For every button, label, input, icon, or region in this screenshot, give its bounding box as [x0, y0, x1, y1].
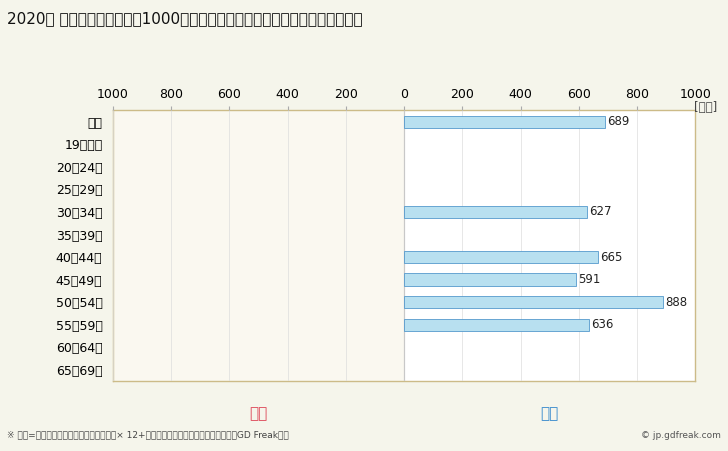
Bar: [404, 318, 589, 331]
Bar: [404, 273, 576, 286]
Text: 591: 591: [579, 273, 601, 286]
Text: 636: 636: [592, 318, 614, 331]
Text: 2020年 民間企業（従業者数1000人以上）フルタイム労働者の男女別平均年収: 2020年 民間企業（従業者数1000人以上）フルタイム労働者の男女別平均年収: [7, 11, 363, 26]
Text: 665: 665: [600, 251, 622, 263]
Text: 男性: 男性: [540, 406, 559, 421]
Bar: [404, 115, 605, 128]
Bar: [404, 296, 662, 308]
Bar: [404, 251, 598, 263]
Text: ※ 年収=「きまって支給する現金給与額」× 12+「年間賞与その他特別給与額」としてGD Freak推計: ※ 年収=「きまって支給する現金給与額」× 12+「年間賞与その他特別給与額」と…: [7, 431, 289, 440]
Text: 888: 888: [665, 296, 687, 308]
Text: 689: 689: [607, 115, 630, 128]
Text: 女性: 女性: [249, 406, 268, 421]
Text: 627: 627: [589, 206, 612, 218]
Text: © jp.gdfreak.com: © jp.gdfreak.com: [641, 431, 721, 440]
Bar: [113, 110, 404, 381]
Bar: [404, 206, 587, 218]
Text: [万円]: [万円]: [694, 101, 717, 115]
